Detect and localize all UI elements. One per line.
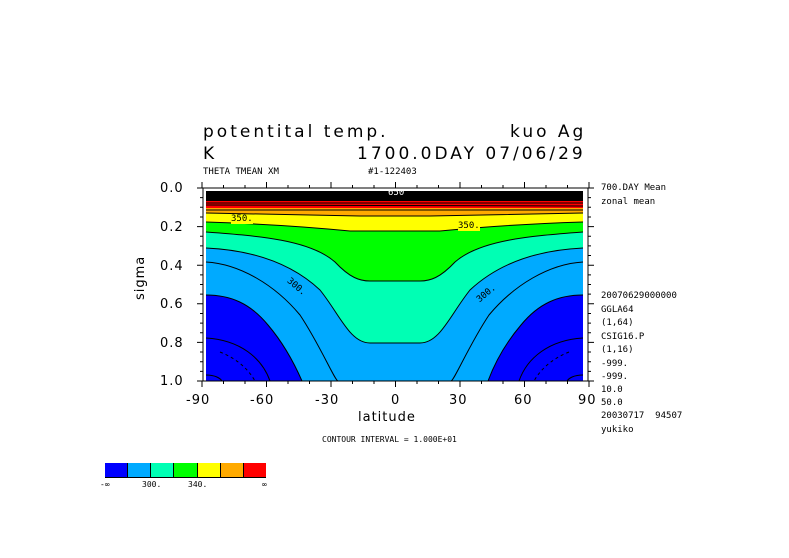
band-above-360 [206,191,583,201]
band-below-300-right [488,295,583,381]
units-label: K [203,144,218,164]
colorbar [105,463,266,478]
time-label: 1700.0DAY 07/06/29 [357,144,586,164]
colorbar-swatch [196,463,220,477]
y-tick-label: 0.4 [160,259,184,274]
x-axis-label: latitude [358,410,416,425]
y-tick-label: 0.8 [160,336,184,351]
band-320-330 [206,222,583,281]
x-tick-label: -90 [186,393,211,408]
band-below-300-left [206,295,302,381]
side-info-line: 700.DAY Mean [601,183,667,193]
x-tick-label: 30 [449,393,468,408]
contour-label: 650 [388,188,405,198]
colorbar-swatch [173,463,197,477]
colorbar-label: 340. [188,480,208,489]
colorbar-label: ∞ [262,480,267,489]
y-tick-label: 0.0 [160,181,184,196]
contour-interval: CONTOUR INTERVAL = 1.000E+01 [322,435,457,444]
plot-title: potentital temp. [203,122,389,142]
y-axis-label: sigma [133,255,148,300]
side-info-line: -999. [601,372,629,382]
side-info-line: GGLA64 [601,305,634,315]
contour-lines [205,202,584,382]
model-name: kuo Ag [510,122,587,142]
side-info-line: 20030717 94507 [601,411,683,421]
side-info-line: (1,16) [601,345,634,355]
x-tick-label: 90 [578,393,597,408]
side-info-line: zonal mean [601,197,656,207]
contour-label: 350. [231,214,253,224]
side-info-line: -999. [601,359,629,369]
colorbar-swatch [219,463,243,477]
filled-contours [206,191,583,381]
side-info-line: 20070629000000 [601,291,677,301]
band-350-360 [206,201,583,208]
side-info-line: 10.0 [601,385,623,395]
side-info-line: 50.0 [601,398,623,408]
plot-frame [197,182,594,387]
x-tick-label: 0 [391,393,401,408]
colorbar-label: -∞ [100,480,110,489]
y-tick-label: 1.0 [160,374,184,389]
y-tick-label: 0.2 [160,220,184,235]
colorbar-swatch [242,463,266,477]
y-tick-label: 0.6 [160,297,184,312]
band-310-320 [206,232,583,343]
side-info-line: yukiko [601,425,634,435]
run-id: #1-122403 [368,167,417,177]
contour-label: 350. [458,221,480,231]
side-info-line: (1,64) [601,318,634,328]
variable-label: THETA TMEAN XM [203,167,279,177]
colorbar-swatch [150,463,174,477]
x-tick-label: -30 [315,393,340,408]
colorbar-swatch [127,463,151,477]
colorbar-label: 300. [142,480,162,489]
x-tick-label: -60 [250,393,275,408]
colorbar-swatch [105,463,128,477]
x-tick-label: 60 [514,393,533,408]
side-info-line: CSIG16.P [601,332,645,342]
